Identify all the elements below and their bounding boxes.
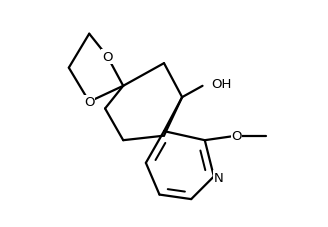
Text: O: O (102, 51, 113, 64)
Text: O: O (84, 96, 94, 109)
Text: OH: OH (212, 78, 232, 91)
Text: N: N (214, 171, 223, 184)
Text: O: O (231, 130, 242, 143)
